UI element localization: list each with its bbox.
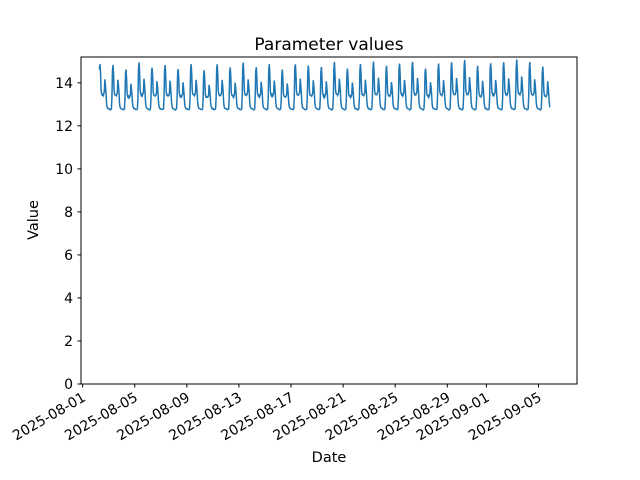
x-axis-label: Date: [312, 450, 347, 466]
y-tick-label: 6: [64, 248, 73, 264]
series-line: [98, 59, 551, 112]
y-axis-label: Value: [26, 200, 42, 240]
axes-spines: [80, 56, 578, 385]
y-tick-label: 14: [55, 76, 73, 92]
plot-area: [81, 57, 577, 384]
y-tick-label: 4: [64, 291, 73, 307]
y-tick-label: 2: [64, 334, 73, 350]
y-tick-label: 10: [55, 162, 73, 178]
y-tick-label: 12: [55, 119, 73, 135]
y-tick-label: 8: [64, 205, 73, 221]
y-tick-label: 0: [64, 377, 73, 393]
chart-title: Parameter values: [254, 35, 403, 55]
